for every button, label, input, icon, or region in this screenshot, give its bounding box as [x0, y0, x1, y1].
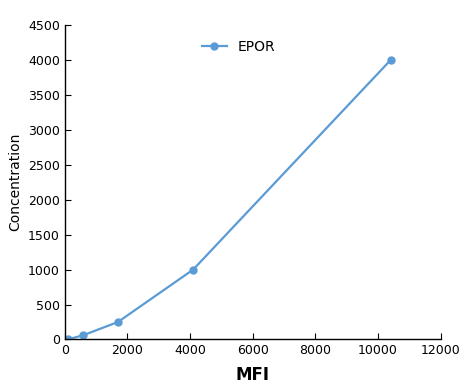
- EPOR: [115, 319, 121, 324]
- EPOR: [81, 333, 86, 338]
- EPOR: [190, 267, 196, 272]
- EPOR: [388, 58, 393, 62]
- Legend: EPOR: EPOR: [197, 34, 281, 60]
- EPOR: [65, 337, 70, 342]
- X-axis label: MFI: MFI: [236, 366, 270, 384]
- Y-axis label: Concentration: Concentration: [8, 133, 23, 231]
- Line: EPOR: EPOR: [64, 56, 394, 343]
